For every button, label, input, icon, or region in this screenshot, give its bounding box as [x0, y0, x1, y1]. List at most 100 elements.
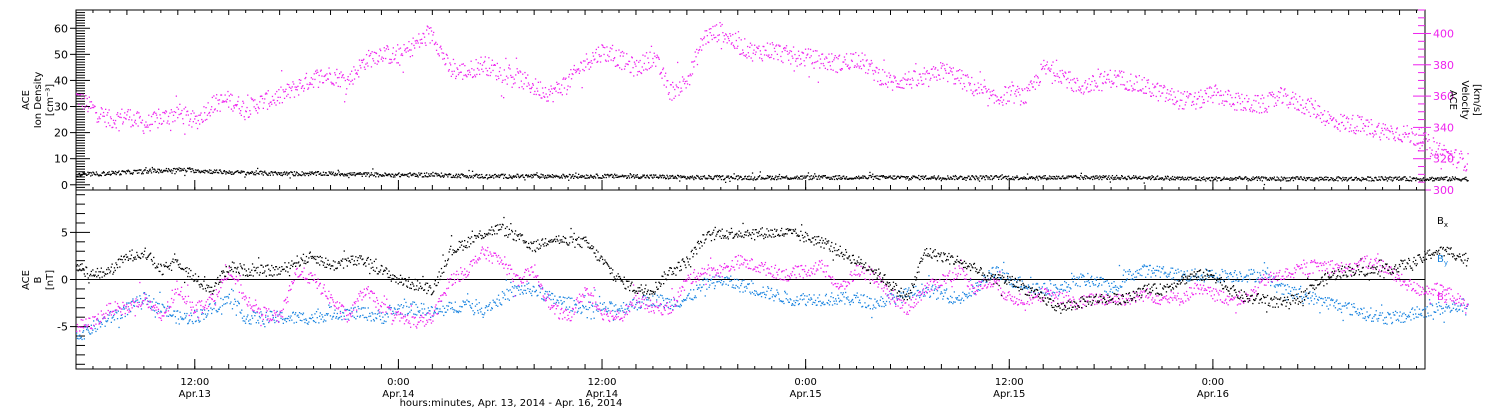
data-point: [234, 171, 236, 173]
data-point: [1370, 119, 1372, 121]
data-point: [483, 314, 485, 316]
data-point: [1154, 177, 1157, 179]
data-point: [197, 316, 199, 318]
data-point: [1267, 95, 1269, 97]
data-point: [325, 172, 327, 174]
data-point: [617, 176, 619, 178]
data-point: [449, 301, 451, 304]
data-point: [489, 176, 491, 179]
data-point: [278, 320, 280, 323]
data-point: [954, 83, 957, 85]
data-point: [1014, 176, 1016, 178]
data-point: [1215, 94, 1217, 96]
data-point: [1268, 105, 1270, 108]
data-point: [1261, 176, 1263, 178]
data-point: [187, 110, 189, 112]
data-point: [559, 92, 561, 94]
data-point: [991, 90, 993, 92]
data-point: [249, 113, 252, 115]
data-point: [1165, 177, 1167, 179]
data-point: [609, 301, 611, 303]
data-point: [1071, 89, 1073, 91]
data-point: [163, 306, 165, 308]
data-point: [1084, 80, 1087, 82]
data-point: [119, 307, 121, 309]
data-point: [342, 311, 344, 314]
data-point: [1290, 178, 1292, 180]
data-point: [700, 175, 702, 178]
data-point: [1358, 178, 1360, 180]
data-point: [954, 178, 956, 181]
data-point: [291, 319, 293, 321]
data-point: [1014, 90, 1017, 92]
data-point: [756, 178, 759, 180]
data-point: [93, 106, 95, 109]
data-point: [710, 177, 713, 180]
data-point: [300, 87, 303, 89]
data-point: [1319, 178, 1321, 181]
data-point: [1082, 178, 1085, 180]
data-point: [201, 170, 204, 173]
data-point: [443, 307, 446, 309]
data-point: [189, 120, 191, 122]
data-point: [676, 305, 678, 307]
data-point: [1450, 150, 1452, 152]
data-point: [1293, 96, 1295, 98]
data-point: [821, 53, 823, 55]
data-point: [246, 172, 248, 174]
data-point: [995, 175, 998, 177]
data-point: [616, 176, 619, 178]
data-point: [148, 124, 151, 126]
data-point: [946, 178, 948, 180]
data-point: [1326, 119, 1328, 122]
data-point: [283, 91, 285, 93]
data-point: [849, 66, 851, 69]
data-point: [377, 176, 380, 178]
data-point: [1162, 87, 1164, 89]
data-point: [1012, 84, 1014, 87]
data-point: [440, 172, 443, 174]
data-point: [1156, 83, 1158, 85]
data-point: [688, 292, 690, 295]
data-point: [520, 80, 522, 82]
data-point: [1333, 179, 1336, 181]
data-point: [363, 316, 365, 319]
data-point: [660, 177, 662, 179]
data-point: [1229, 94, 1232, 96]
data-point: [650, 45, 653, 47]
data-point: [1116, 75, 1118, 77]
data-point: [696, 288, 699, 290]
data-point: [479, 63, 481, 65]
data-point: [83, 108, 85, 110]
data-point: [869, 65, 871, 67]
data-point: [1222, 94, 1225, 96]
data-point: [266, 174, 269, 176]
data-point: [715, 274, 717, 277]
data-point: [1234, 96, 1237, 99]
data-point: [661, 77, 663, 79]
data-point: [373, 51, 375, 53]
data-point: [440, 48, 443, 50]
data-point: [619, 176, 621, 178]
data-point: [1349, 127, 1351, 129]
data-point: [1032, 176, 1034, 179]
data-point: [788, 52, 790, 54]
data-point: [380, 175, 382, 177]
data-point: [545, 176, 547, 178]
data-point: [155, 301, 157, 303]
data-point: [574, 175, 576, 177]
data-point: [811, 63, 813, 65]
data-point: [211, 96, 213, 99]
data-point: [465, 75, 467, 77]
data-point: [596, 61, 598, 63]
data-point: [566, 176, 568, 178]
data-point: [1417, 178, 1420, 180]
data-point: [403, 298, 406, 300]
data-point: [346, 309, 348, 311]
data-point: [1053, 178, 1055, 180]
data-point: [480, 176, 482, 179]
data-point: [1136, 178, 1138, 180]
data-point: [269, 101, 271, 103]
data-point: [954, 78, 956, 80]
data-point: [522, 176, 525, 178]
